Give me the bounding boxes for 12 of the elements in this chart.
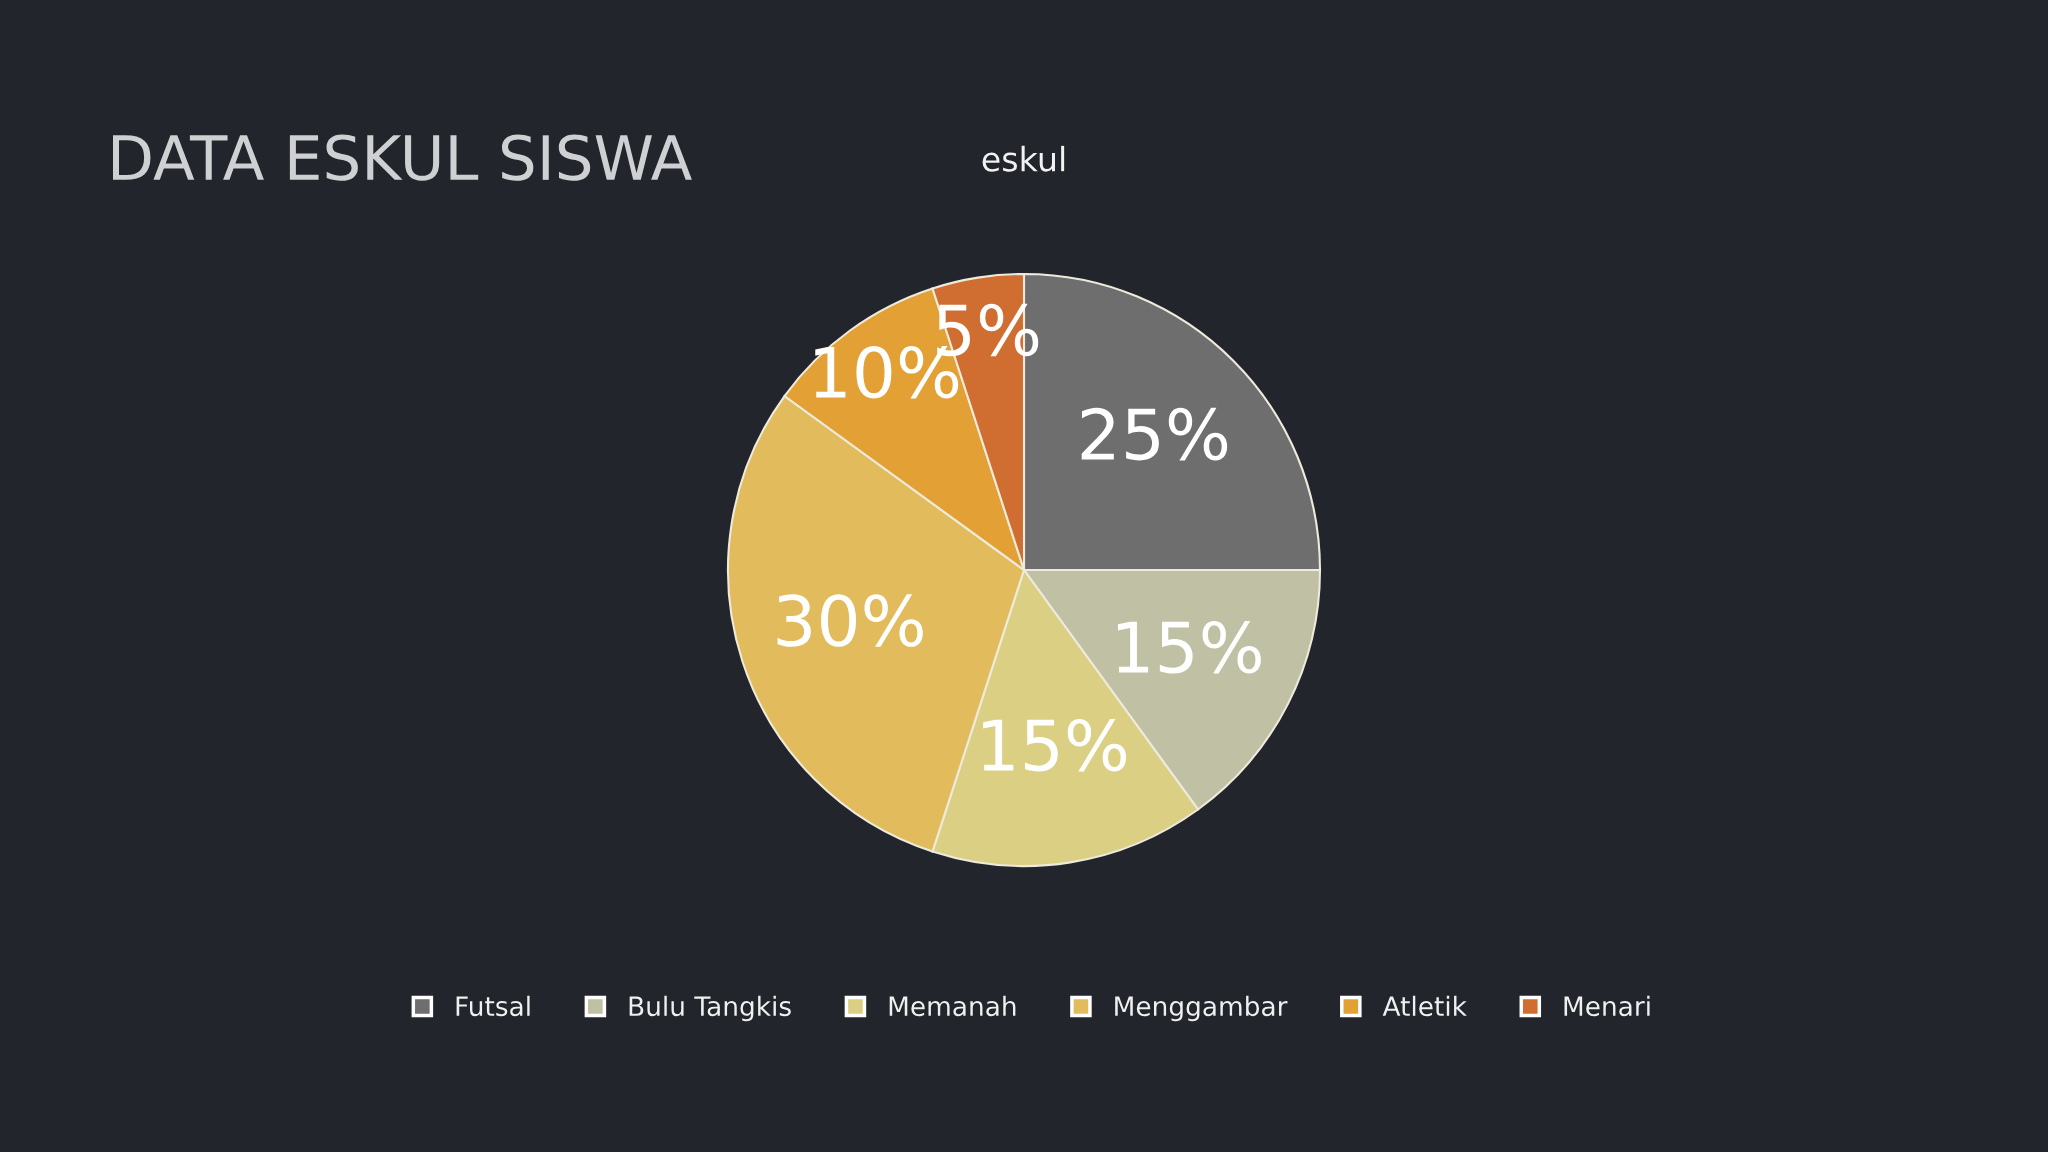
data-label: 30% — [777, 594, 923, 647]
chart-subtitle: eskul — [982, 145, 1065, 172]
data-label: 25% — [1081, 407, 1228, 461]
legend-label: Memanah — [889, 995, 1016, 1017]
data-label: 15% — [1117, 620, 1261, 674]
chart-title: DATA ESKUL SISWA — [113, 134, 692, 181]
legend-label: Menari — [1564, 995, 1650, 1017]
legend-label: Bulu Tangkis — [629, 995, 791, 1022]
legend-label: Atletik — [1382, 995, 1467, 1017]
data-label: 15% — [983, 718, 1127, 772]
legend-label: Futsal — [456, 995, 530, 1017]
legend-label: Menggambar — [1115, 995, 1288, 1022]
